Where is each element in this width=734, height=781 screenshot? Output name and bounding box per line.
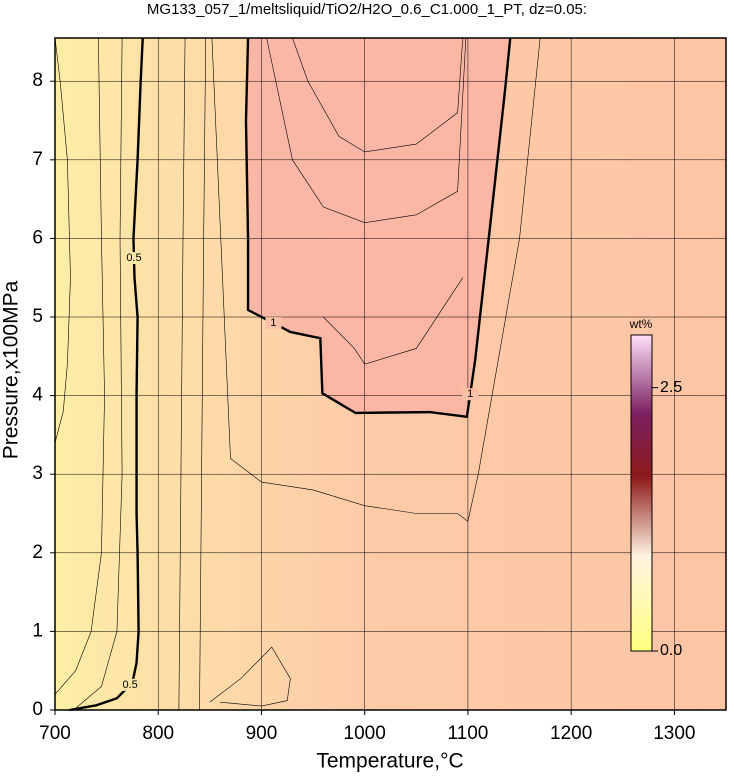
x-tick-label: 1200 xyxy=(550,723,592,744)
chart-title: MG133_057_1/meltsliquid/TiO2/H2O_0.6_C1.… xyxy=(147,1,587,18)
contour-label: 0.5 xyxy=(122,679,137,691)
y-tick-label: 0 xyxy=(32,699,43,720)
contour-line xyxy=(323,277,464,365)
y-tick-label: 7 xyxy=(32,149,43,170)
contour-line xyxy=(178,37,186,711)
y-tick-label: 4 xyxy=(32,385,43,406)
plot-frame xyxy=(54,37,727,711)
contour-label: 1 xyxy=(270,317,276,329)
x-tick-label: 800 xyxy=(142,723,174,744)
contour-line xyxy=(73,37,123,711)
contour-line xyxy=(266,37,467,224)
y-tick-label: 2 xyxy=(32,542,43,563)
y-tick-label: 8 xyxy=(32,70,43,91)
colorbar-title: wt% xyxy=(629,317,653,331)
colorbar-tick-label: 2.5 xyxy=(660,379,682,396)
contour-line xyxy=(199,37,207,711)
y-tick-label: 5 xyxy=(32,306,43,327)
contour-label-bg xyxy=(122,678,139,691)
y-tick-label: 6 xyxy=(32,227,43,248)
contour-label: 0.5 xyxy=(126,252,141,264)
x-axis-label: Temperature,°C xyxy=(316,750,463,773)
contour-line xyxy=(209,646,291,707)
contour-label-bg xyxy=(462,388,479,401)
contour-label-bg xyxy=(125,252,142,265)
y-axis-label: Pressure,x100MPa xyxy=(0,280,23,459)
y-tick-label: 3 xyxy=(32,463,43,484)
colorbar xyxy=(630,334,653,652)
contour-line-major xyxy=(244,37,512,419)
contour-line xyxy=(211,37,541,522)
x-tick-label: 1000 xyxy=(344,723,386,744)
x-tick-label: 1300 xyxy=(653,723,695,744)
contour-line xyxy=(54,37,105,695)
contour-line xyxy=(292,37,464,153)
colorbar-tick-label: 0.0 xyxy=(660,642,682,659)
x-tick-label: 1100 xyxy=(447,723,488,744)
contour-line xyxy=(54,37,71,443)
x-tick-label: 900 xyxy=(246,723,278,744)
contour-fill xyxy=(245,38,511,417)
contour-label-bg xyxy=(265,317,282,330)
contour-label: 1 xyxy=(467,388,473,400)
x-tick-label: 700 xyxy=(39,723,71,744)
y-tick-label: 1 xyxy=(32,620,43,641)
